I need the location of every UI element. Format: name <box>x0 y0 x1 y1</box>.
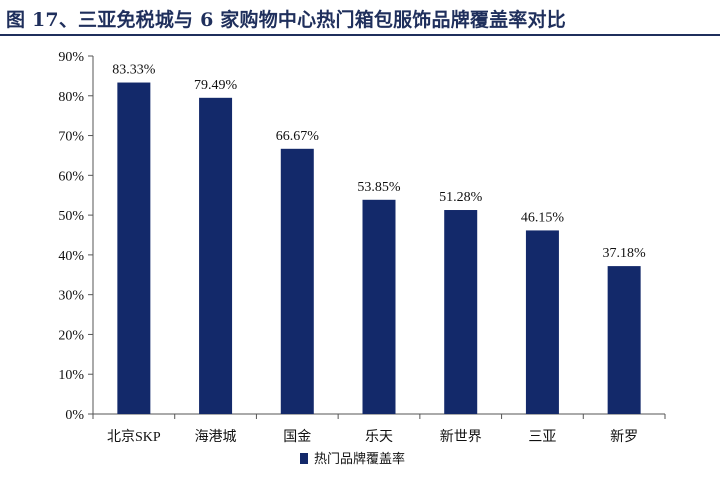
figure-title: 图 17、三亚免税城与 6 家购物中心热门箱包服饰品牌覆盖率对比 <box>6 9 566 31</box>
data-label: 83.33% <box>112 63 156 78</box>
bar-1 <box>117 82 151 415</box>
bar-chart: 0% 10% 20% 30% 40% 50% 60% 70% 80% 90% 北京SKP 海港城 国金 乐… <box>58 50 666 466</box>
chart-legend: 热门品牌覆盖率 <box>300 451 405 466</box>
data-label: 79.49% <box>194 78 238 93</box>
bar-4 <box>362 199 396 414</box>
chart-axes: 0% 10% 20% 30% 40% 50% 60% 70% 80% 90% 北京SKP 海港城 国金 乐… <box>58 50 666 445</box>
legend-label: 热门品牌覆盖率 <box>314 451 405 466</box>
bar-3 <box>280 148 314 414</box>
y-tick-label: 20% <box>58 328 84 343</box>
y-tick-label: 30% <box>58 289 84 304</box>
title-bar: 图 17、三亚免税城与 6 家购物中心热门箱包服饰品牌覆盖率对比 <box>0 0 720 36</box>
x-category-label: 新世界 <box>440 429 482 445</box>
chart-data-labels: 83.33% 79.49% 66.67% 53.85% 51.28% 46.15% 37.1… <box>112 63 646 262</box>
data-label: 51.28% <box>439 190 483 205</box>
bar-7 <box>607 266 641 414</box>
chart-bars <box>117 82 641 415</box>
y-tick-label: 50% <box>58 209 84 224</box>
x-category-label: 新罗 <box>610 429 638 445</box>
x-category-label: 乐天 <box>365 429 393 445</box>
y-tick-label: 70% <box>58 130 84 145</box>
y-tick-label: 40% <box>58 249 84 264</box>
legend-swatch <box>300 453 308 464</box>
y-tick-label: 80% <box>58 90 84 105</box>
data-label: 37.18% <box>603 246 647 261</box>
x-category-label: 海港城 <box>195 429 237 445</box>
y-tick-label: 0% <box>65 408 84 423</box>
y-tick-label: 10% <box>58 368 84 383</box>
y-tick-label: 60% <box>58 169 84 184</box>
data-label: 66.67% <box>276 129 320 144</box>
data-label: 46.15% <box>521 210 565 225</box>
bar-6 <box>525 230 559 414</box>
x-category-label: 三亚 <box>528 430 556 445</box>
bar-2 <box>199 97 233 414</box>
bar-5 <box>444 210 478 414</box>
x-category-label: 北京SKP <box>107 429 161 445</box>
y-tick-label: 90% <box>58 50 84 65</box>
data-label: 53.85% <box>357 180 401 195</box>
x-category-label: 国金 <box>283 429 311 445</box>
